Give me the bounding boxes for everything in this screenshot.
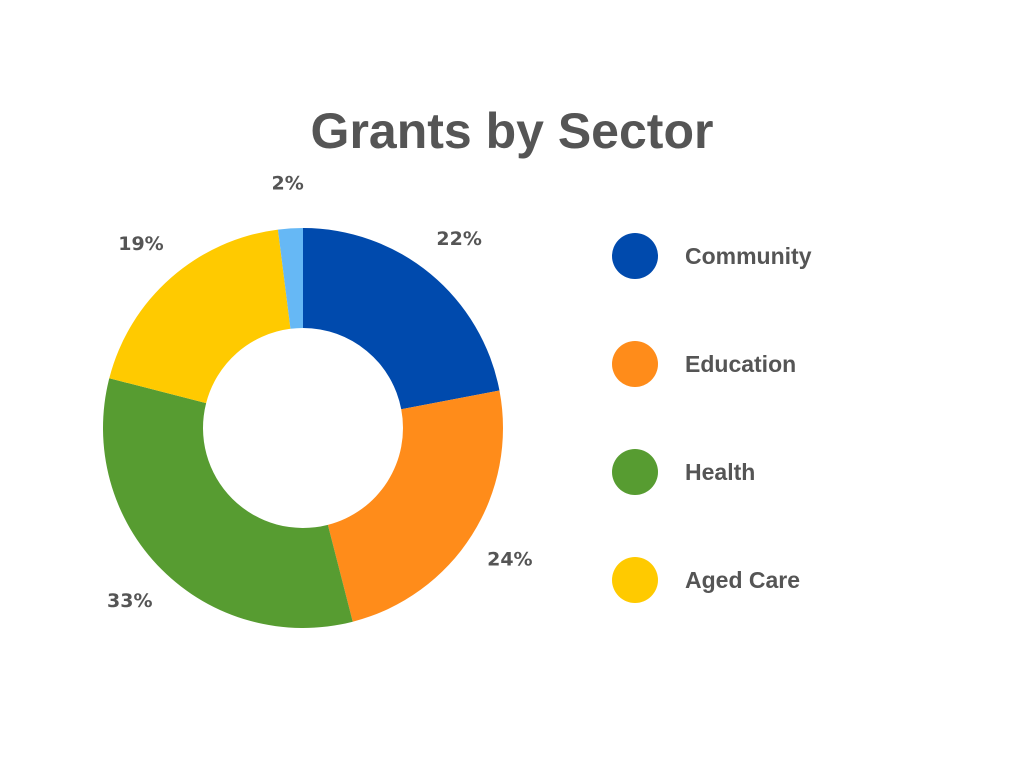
legend-item-aged-care: Aged Care bbox=[612, 556, 812, 604]
legend-item-health: Health bbox=[612, 448, 812, 496]
legend-swatch bbox=[612, 341, 658, 387]
slice-labels: 22% 24% 33% 19% 2% bbox=[107, 172, 533, 612]
legend-swatch bbox=[612, 557, 658, 603]
donut-slices bbox=[102, 228, 504, 628]
slice-label: 2% bbox=[271, 172, 303, 194]
donut-slice-education bbox=[327, 390, 504, 622]
legend-label: Aged Care bbox=[685, 566, 801, 593]
donut-slice-health bbox=[102, 378, 353, 628]
chart-legend: Community Education Health Aged Care bbox=[612, 232, 812, 664]
legend-label: Community bbox=[685, 242, 812, 269]
donut-slice-aged-care bbox=[109, 229, 291, 404]
legend-swatch bbox=[612, 449, 658, 495]
chart-title: Grants by Sector bbox=[310, 103, 714, 159]
slice-label: 24% bbox=[487, 548, 532, 570]
legend-swatch bbox=[612, 233, 658, 279]
legend-label: Health bbox=[685, 458, 756, 485]
legend-label: Education bbox=[685, 350, 797, 377]
donut-slice-other bbox=[277, 228, 303, 329]
donut-slice-community bbox=[303, 228, 500, 410]
legend-item-community: Community bbox=[612, 232, 812, 280]
slice-label: 19% bbox=[118, 233, 163, 255]
slice-label: 22% bbox=[436, 228, 481, 250]
legend-item-education: Education bbox=[612, 340, 812, 388]
slice-label: 33% bbox=[107, 590, 152, 612]
